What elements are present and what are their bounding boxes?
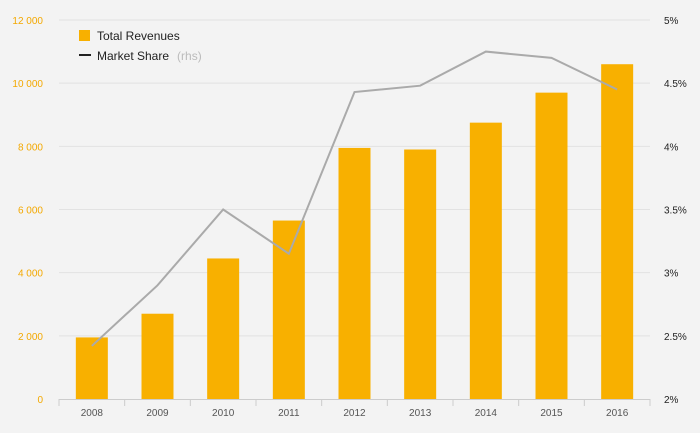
revenue-bar-2015 [535, 92, 568, 400]
right-axis-tick-label: 2.5% [664, 332, 687, 343]
right-axis-tick-label: 4% [664, 142, 679, 153]
revenue-bar-2009 [141, 313, 174, 399]
x-axis-tick-label-2014: 2014 [475, 408, 498, 419]
x-axis-tick-label-2008: 2008 [81, 408, 104, 419]
left-axis-tick-label: 10 000 [12, 79, 43, 90]
revenue-bars [75, 64, 634, 400]
left-axis-tick-label: 2 000 [18, 332, 43, 343]
revenue-bar-2008 [75, 337, 108, 399]
revenue-bar-2013 [404, 149, 437, 399]
legend-note-rhs: (rhs) [177, 49, 202, 63]
legend-label-market-share: Market Share [97, 49, 169, 63]
x-axis-tick-label-2012: 2012 [343, 408, 366, 419]
left-axis-tick-label: 12 000 [12, 16, 43, 27]
x-axis-tick-label-2015: 2015 [540, 408, 563, 419]
x-axis-tick-label-2016: 2016 [606, 408, 629, 419]
right-axis-tick-label: 2% [664, 395, 679, 406]
right-axis-tick-label: 5% [664, 16, 679, 27]
legend-label-market-share-group: Market Share (rhs) [97, 47, 202, 64]
revenue-bar-2014 [469, 122, 502, 399]
left-axis-tick-label: 8 000 [18, 142, 43, 153]
x-axis-tick-label-2010: 2010 [212, 408, 235, 419]
legend-swatch-total-revenues [79, 30, 90, 41]
x-axis-tick-label-2011: 2011 [278, 408, 300, 419]
market-share-line [91, 50, 618, 347]
revenue-bar-2010 [207, 258, 240, 399]
x-axis-tick-label-2013: 2013 [409, 408, 432, 419]
left-axis-tick-label: 6 000 [18, 206, 43, 217]
right-axis-tick-label: 3.5% [664, 206, 687, 217]
legend: Total Revenues Market Share (rhs) [79, 29, 202, 64]
axes: 0 2 000 4 000 6 000 8 000 10 000 12 000 2% 2.5% 3… [12, 16, 686, 419]
left-axis-tick-label: 4 000 [18, 269, 43, 280]
right-axis-tick-label: 3% [664, 269, 679, 280]
left-axis-tick-label: 0 [37, 395, 43, 406]
legend-label-total-revenues: Total Revenues [97, 29, 180, 43]
revenue-bar-2011 [272, 220, 305, 399]
x-axis-tick-label-2009: 2009 [146, 408, 169, 419]
revenue-bar-2012 [338, 147, 371, 399]
revenue-bar-2016 [601, 64, 634, 399]
right-axis-tick-label: 4.5% [664, 79, 687, 90]
